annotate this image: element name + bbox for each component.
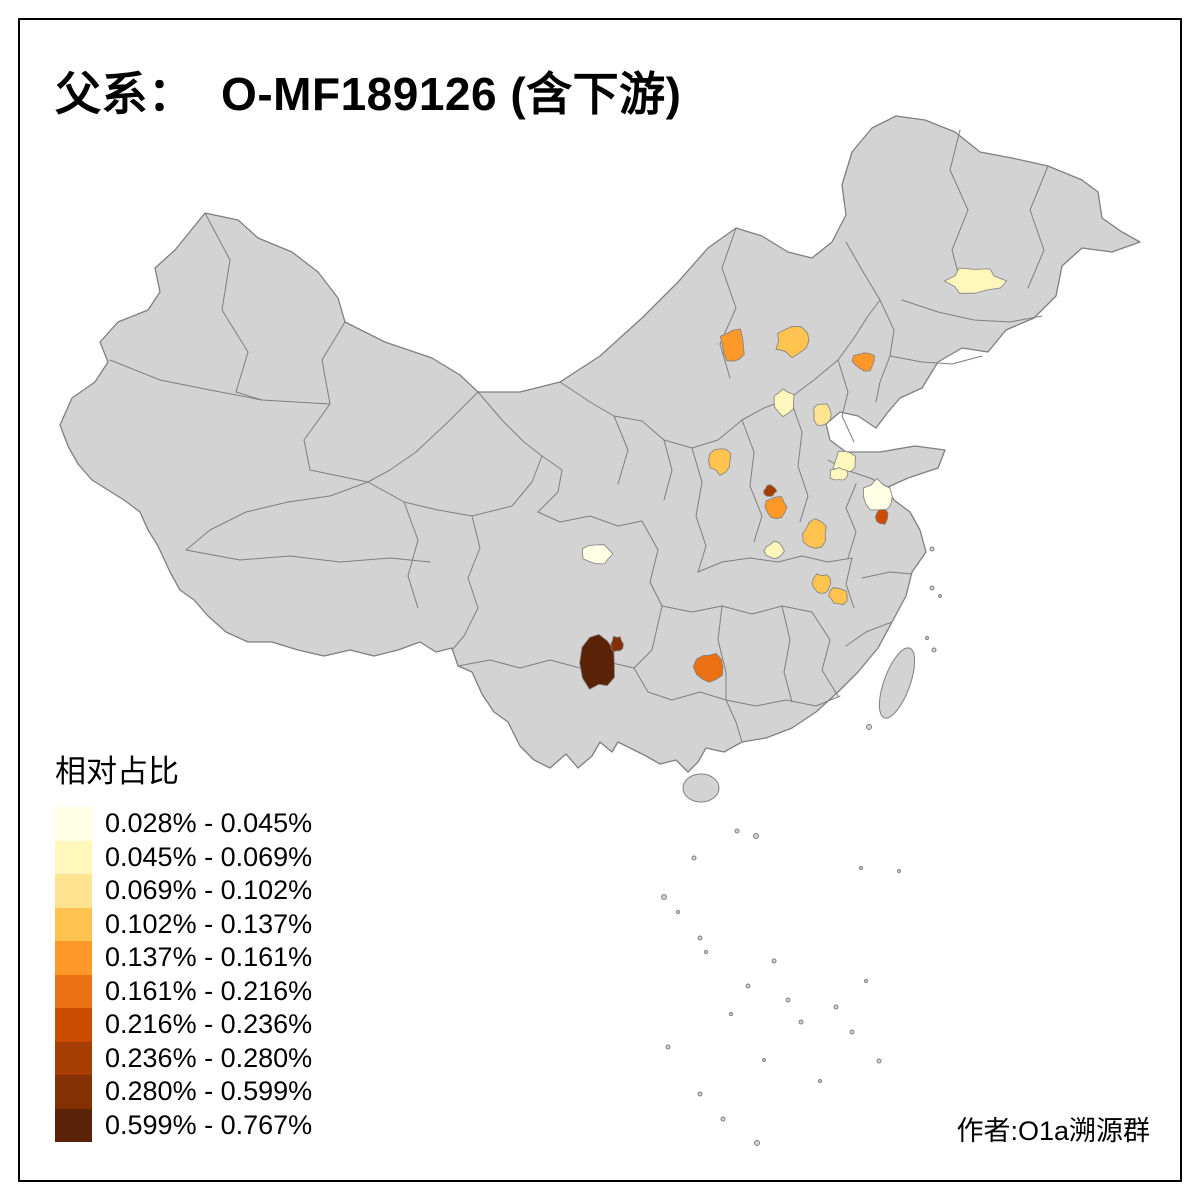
legend-row: 0.216% - 0.236%: [55, 1008, 312, 1042]
map-region-guangxi-north: [692, 653, 724, 683]
legend-label: 0.280% - 0.599%: [105, 1076, 313, 1107]
legend-swatch: [55, 941, 92, 975]
province-borders: [109, 129, 1049, 743]
legend-label: 0.028% - 0.045%: [105, 808, 313, 839]
map-region-henan-south: [802, 518, 827, 549]
legend-swatch: [55, 1108, 92, 1142]
map-region-sichuan-south-dark: [579, 633, 615, 690]
map-region-henan-west-small: [763, 484, 778, 497]
map-region-shanxi-north: [773, 388, 795, 418]
legend-row: 0.045% - 0.069%: [55, 840, 313, 874]
small-islands: [661, 546, 942, 1146]
legend-title: 相对占比: [55, 754, 179, 789]
legend-row: 0.028% - 0.045%: [55, 807, 312, 841]
map-region-sichuan-south-edge: [610, 635, 624, 653]
map-region-anhui-west: [811, 573, 831, 594]
legend-label: 0.045% - 0.069%: [105, 841, 313, 872]
legend-swatch: [55, 840, 92, 874]
legend-swatch: [55, 1075, 92, 1109]
taiwan-island: [878, 647, 916, 719]
hainan-island: [682, 773, 720, 803]
map-region-hebei-south: [832, 450, 857, 472]
map-region-hubei-northwest: [763, 540, 785, 559]
legend-row: 0.137% - 0.161%: [55, 941, 312, 975]
map-region-liaoning-west: [851, 352, 875, 372]
legend: 相对占比 0.028% - 0.045% 0.045% - 0.069% 0.069…: [55, 746, 312, 1142]
legend-row: 0.599% - 0.767%: [55, 1108, 313, 1142]
legend-label: 0.161% - 0.216%: [105, 975, 313, 1006]
map-region-inner-mongolia-central: [775, 325, 810, 359]
legend-row: 0.236% - 0.280%: [55, 1041, 313, 1075]
map-region-inner-mongolia-west: [719, 328, 745, 362]
map-region-shaanxi-south: [764, 496, 788, 520]
legend-swatch: [55, 907, 92, 941]
legend-label: 0.236% - 0.280%: [105, 1042, 313, 1073]
map-region-shandong-west: [829, 467, 849, 481]
islands: [661, 546, 942, 1146]
map-region-shaanxi-north: [708, 448, 732, 476]
legend-swatch: [55, 807, 92, 841]
legend-label: 0.102% - 0.137%: [105, 908, 313, 939]
map-region-anhui-central: [828, 587, 848, 606]
legend-label: 0.069% - 0.102%: [105, 875, 313, 906]
mainland-outline: [59, 115, 1141, 773]
legend-swatch: [55, 874, 92, 908]
legend-row: 0.069% - 0.102%: [55, 874, 312, 908]
legend-swatch: [55, 974, 92, 1008]
legend-row: 0.161% - 0.216%: [55, 974, 313, 1008]
map-region-jiangsu-central-small: [874, 509, 889, 525]
mainland: [59, 115, 1141, 773]
highlighted-regions: [579, 267, 1008, 690]
legend-swatch: [55, 1008, 92, 1042]
map-region-sichuan-west-pale: [581, 544, 614, 565]
legend-row: 0.102% - 0.137%: [55, 907, 313, 941]
legend-swatch: [55, 1041, 92, 1075]
map-region-beijing-area: [813, 403, 832, 426]
page-title: 父系： O-MF189126 (含下游): [55, 68, 682, 120]
legend-label: 0.137% - 0.161%: [105, 942, 313, 973]
legend-label: 0.599% - 0.767%: [105, 1109, 313, 1140]
legend-entries: 0.028% - 0.045% 0.045% - 0.069% 0.069% - 0…: [55, 807, 312, 1142]
attribution: 作者:O1a溯源群: [956, 1116, 1150, 1146]
legend-label: 0.216% - 0.236%: [105, 1009, 313, 1040]
map-region-northeast-pale: [943, 267, 1008, 294]
legend-row: 0.280% - 0.599%: [55, 1075, 312, 1109]
